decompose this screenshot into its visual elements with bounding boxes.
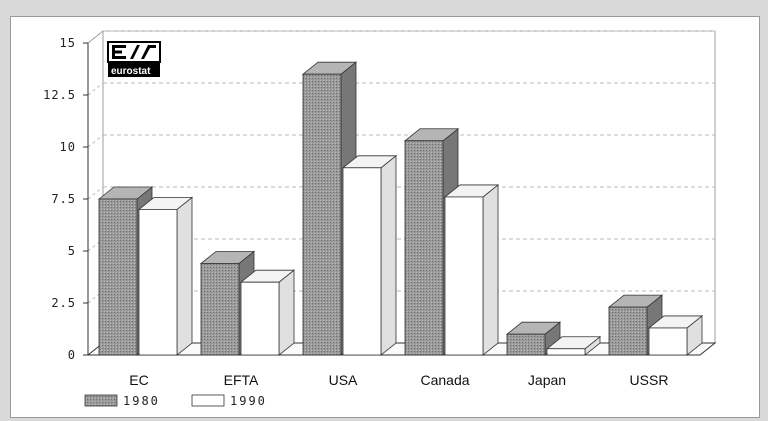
bar-front <box>98 198 138 356</box>
bar-front <box>546 348 586 356</box>
bar-side <box>482 184 499 356</box>
y-tick-label: 15 <box>60 36 76 50</box>
legend-swatch-1990 <box>191 394 225 407</box>
gridline-depth <box>87 82 104 96</box>
y-axis-depth <box>87 30 104 44</box>
x-category-label: USSR <box>630 372 669 388</box>
legend-label-1990: 1990 <box>230 394 267 408</box>
svg-text:eurostat: eurostat <box>111 66 151 77</box>
bar-side <box>278 269 295 356</box>
y-tick-label: 5 <box>68 244 76 258</box>
bar-ec-1990 <box>137 196 194 356</box>
eurostat-logo: eurostat <box>107 41 161 77</box>
bar-front <box>608 306 648 356</box>
y-tick-label: 0 <box>68 348 76 362</box>
bar-front <box>444 196 484 356</box>
bar-side <box>176 196 193 356</box>
x-category-label: USA <box>329 372 358 388</box>
bar-usa-1990 <box>341 154 398 356</box>
x-category-label: EC <box>129 372 148 388</box>
labels-layer: 0 2.5 5 7.5 10 12.5 15 EC EFTA USA Canada Japan USSR <box>43 36 668 388</box>
bar-efta-1990 <box>239 269 296 356</box>
bar-front <box>240 281 280 356</box>
bar-front <box>506 333 546 356</box>
bar-front <box>648 327 688 356</box>
bar-front <box>342 167 382 356</box>
gridline-depth <box>87 134 104 148</box>
legend: 1980 1990 <box>84 394 267 408</box>
bar-front <box>302 73 342 356</box>
y-tick-label: 7.5 <box>51 192 76 206</box>
bar-japan-1980 <box>505 321 562 356</box>
bar-front <box>138 208 178 356</box>
bar-efta-1980 <box>199 250 256 356</box>
bar-ussr-1990 <box>647 315 704 356</box>
bar-front <box>404 140 444 356</box>
legend-label-1980: 1980 <box>123 394 160 408</box>
legend-swatch-1980 <box>84 394 118 407</box>
x-category-label: Japan <box>528 372 566 388</box>
y-tick-label: 12.5 <box>43 88 76 102</box>
bar-side <box>380 154 397 356</box>
x-category-label: Canada <box>420 372 469 388</box>
bar-front <box>200 263 240 356</box>
x-category-label: EFTA <box>224 372 259 388</box>
y-tick-label: 2.5 <box>51 296 76 310</box>
y-tick-label: 10 <box>60 140 76 154</box>
bar-japan-1990 <box>545 335 602 356</box>
bar-canada-1990 <box>443 184 500 356</box>
bars-layer <box>97 61 704 356</box>
